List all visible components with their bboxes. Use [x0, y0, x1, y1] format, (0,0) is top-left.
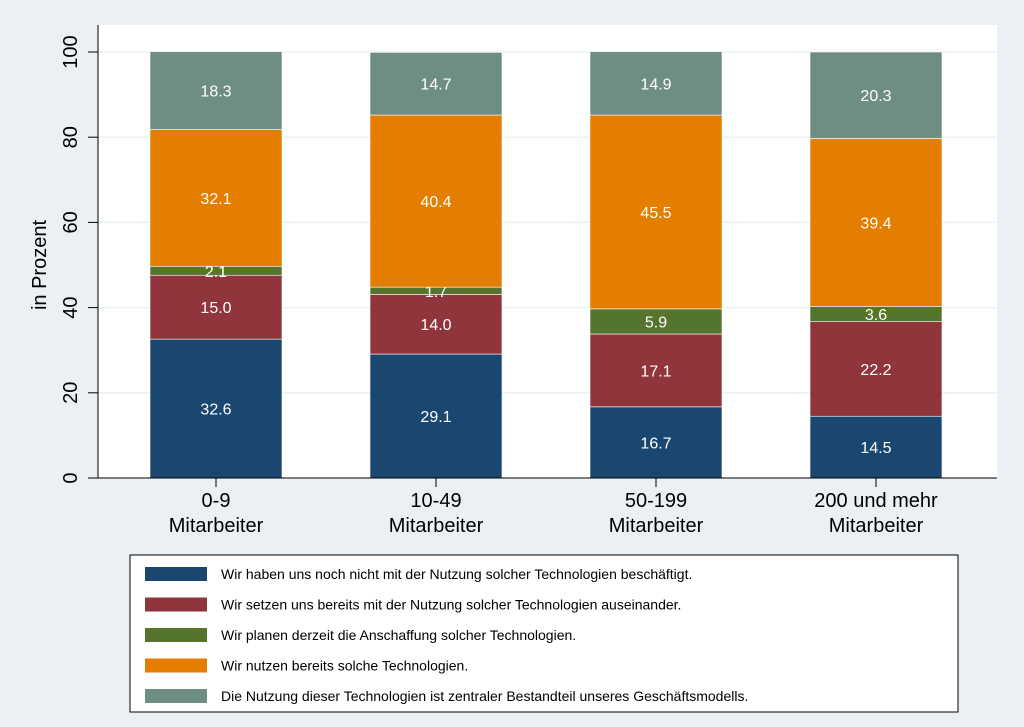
y-axis-label: in Prozent: [29, 220, 51, 310]
y-tick-label: 0: [60, 472, 82, 483]
bar-segment: [809, 415, 943, 479]
y-tick-label: 40: [60, 296, 82, 318]
bar-segment: [149, 129, 283, 267]
data-label: 16.7: [640, 435, 671, 452]
y-tick-label: 60: [60, 211, 82, 233]
x-tick-label: Mitarbeiter: [609, 515, 704, 537]
bar-segment: [809, 51, 943, 139]
bar-segment: [589, 333, 723, 408]
data-label: 40.4: [420, 194, 451, 211]
legend-label: Wir nutzen bereits solche Technologien.: [221, 658, 468, 674]
data-label: 18.3: [200, 84, 231, 101]
bar-segment: [369, 353, 503, 479]
bar-segment: [149, 274, 283, 340]
bar-segment: [369, 52, 503, 116]
legend-label: Wir haben uns noch nicht mit der Nutzung…: [221, 566, 692, 582]
bar-segment: [809, 321, 943, 417]
y-tick-label: 100: [60, 35, 82, 68]
data-label: 45.5: [640, 205, 671, 222]
data-label: 2.1: [205, 264, 227, 281]
x-tick-label: 10-49: [410, 490, 461, 512]
bar-segment: [369, 294, 503, 355]
legend-label: Die Nutzung dieser Technologien ist zent…: [221, 688, 748, 704]
bar-segment: [809, 138, 943, 307]
data-label: 29.1: [420, 409, 451, 426]
legend-swatch: [145, 658, 207, 673]
data-label: 22.2: [860, 362, 891, 379]
legend-label: Wir setzen uns bereits mit der Nutzung s…: [221, 597, 681, 613]
x-tick-label: Mitarbeiter: [389, 515, 484, 537]
bar-segment: [589, 51, 723, 116]
x-tick-label: 200 und mehr: [814, 490, 938, 512]
data-label: 14.7: [420, 77, 451, 94]
data-label: 14.5: [860, 440, 891, 457]
x-tick-label: 50-199: [625, 490, 687, 512]
bar-segment: [589, 308, 723, 335]
data-label: 17.1: [640, 363, 671, 380]
x-tick-label: Mitarbeiter: [169, 515, 264, 537]
data-label: 32.6: [200, 402, 231, 419]
y-tick-label: 80: [60, 126, 82, 148]
data-label: 5.9: [645, 314, 667, 331]
legend-swatch: [145, 567, 207, 581]
bar-segment: [369, 114, 503, 288]
data-label: 20.3: [860, 88, 891, 105]
x-tick-label: Mitarbeiter: [829, 515, 924, 537]
bar-segment: [149, 51, 283, 130]
data-label: 14.0: [420, 317, 451, 334]
bar-segment: [589, 114, 723, 310]
x-tick-label: 0-9: [202, 490, 231, 512]
legend-label: Wir planen derzeit die Anschaffung solch…: [221, 627, 576, 643]
legend-swatch: [145, 628, 207, 642]
data-label: 14.9: [640, 76, 671, 93]
data-label: 1.7: [425, 284, 447, 301]
data-label: 32.1: [200, 191, 231, 208]
y-tick-label: 20: [60, 382, 82, 404]
legend-swatch: [145, 597, 207, 612]
bar-segment: [149, 338, 283, 479]
data-label: 39.4: [860, 215, 891, 232]
data-label: 15.0: [200, 300, 231, 317]
legend-swatch: [145, 689, 207, 703]
data-label: 3.6: [865, 307, 887, 324]
bar-segment: [589, 406, 723, 479]
legend-box: [129, 554, 959, 713]
